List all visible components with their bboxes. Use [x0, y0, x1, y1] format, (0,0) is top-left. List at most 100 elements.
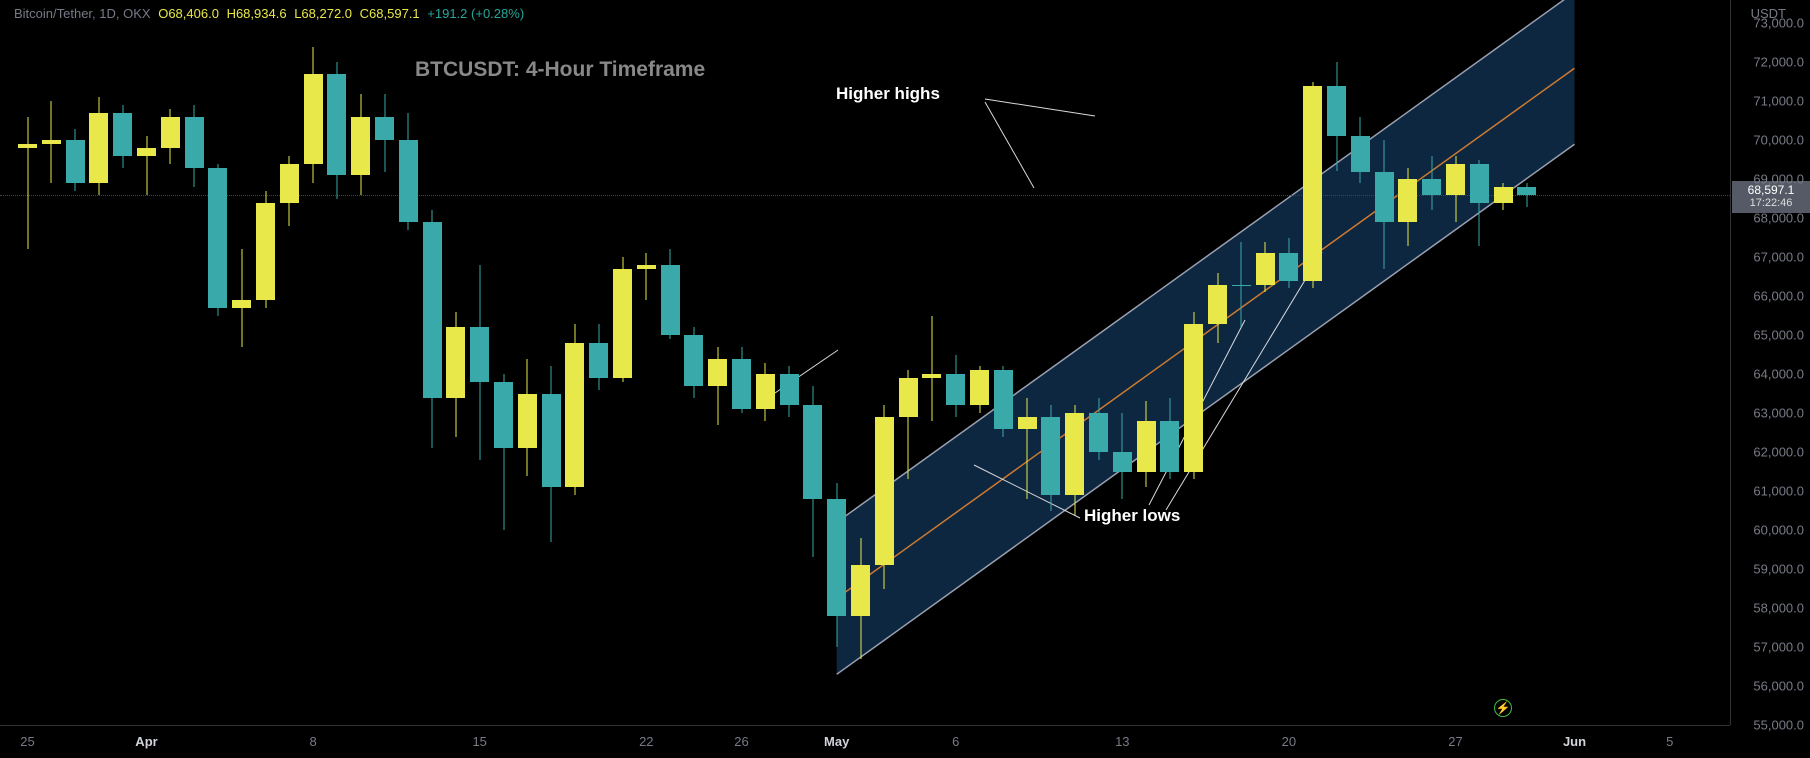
- candle-body: [518, 394, 537, 449]
- candle[interactable]: [1256, 0, 1275, 725]
- candle[interactable]: [42, 0, 61, 725]
- candle-wick: [931, 316, 932, 421]
- candle[interactable]: [66, 0, 85, 725]
- candle-body: [708, 359, 727, 386]
- candle[interactable]: [732, 0, 751, 725]
- candle[interactable]: [1422, 0, 1441, 725]
- candle-body: [327, 74, 346, 175]
- candle[interactable]: [1089, 0, 1108, 725]
- candle-body: [1137, 421, 1156, 472]
- event-badge[interactable]: ⚡: [1494, 699, 1512, 717]
- candle-body: [1446, 164, 1465, 195]
- candle-body: [1279, 253, 1298, 280]
- x-tick-label: 27: [1448, 734, 1462, 749]
- candle[interactable]: [1160, 0, 1179, 725]
- candle[interactable]: [304, 0, 323, 725]
- candle-body: [208, 168, 227, 308]
- y-tick-label: 66,000.0: [1753, 289, 1804, 304]
- candle-body: [1327, 86, 1346, 137]
- y-tick-label: 62,000.0: [1753, 445, 1804, 460]
- candle[interactable]: [327, 0, 346, 725]
- candle[interactable]: [827, 0, 846, 725]
- plot-area[interactable]: Bitcoin/Tether, 1D, OKX O68,406.0 H68,93…: [0, 0, 1730, 725]
- candle[interactable]: [1232, 0, 1251, 725]
- candle[interactable]: [589, 0, 608, 725]
- y-tick-label: 68,000.0: [1753, 211, 1804, 226]
- candle[interactable]: [232, 0, 251, 725]
- candle[interactable]: [851, 0, 870, 725]
- candle[interactable]: [375, 0, 394, 725]
- candle-body: [137, 148, 156, 156]
- candle[interactable]: [803, 0, 822, 725]
- candle[interactable]: [185, 0, 204, 725]
- candle-body: [1089, 413, 1108, 452]
- candle-body: [1232, 285, 1251, 286]
- candle[interactable]: [280, 0, 299, 725]
- x-tick-label: 5: [1666, 734, 1673, 749]
- candle[interactable]: [18, 0, 37, 725]
- candle[interactable]: [208, 0, 227, 725]
- candle[interactable]: [1494, 0, 1513, 725]
- y-axis[interactable]: USDT 68,597.1 17:22:46 55,000.056,000.05…: [1730, 0, 1810, 725]
- candle[interactable]: [399, 0, 418, 725]
- candle[interactable]: [113, 0, 132, 725]
- candle[interactable]: [161, 0, 180, 725]
- candle[interactable]: [1303, 0, 1322, 725]
- candle-wick: [27, 117, 28, 250]
- candle[interactable]: [351, 0, 370, 725]
- candle[interactable]: [780, 0, 799, 725]
- candle[interactable]: [613, 0, 632, 725]
- candle[interactable]: [708, 0, 727, 725]
- candle[interactable]: [470, 0, 489, 725]
- candle[interactable]: [1279, 0, 1298, 725]
- x-axis[interactable]: 25Apr8152226May6132027Jun5: [0, 725, 1730, 758]
- candle[interactable]: [1041, 0, 1060, 725]
- candle[interactable]: [565, 0, 584, 725]
- candle[interactable]: [446, 0, 465, 725]
- candle[interactable]: [1470, 0, 1489, 725]
- candle[interactable]: [946, 0, 965, 725]
- candle-body: [1422, 179, 1441, 195]
- candle[interactable]: [1351, 0, 1370, 725]
- candle-body: [470, 327, 489, 382]
- candle[interactable]: [1375, 0, 1394, 725]
- candle[interactable]: [1398, 0, 1417, 725]
- candle[interactable]: [1065, 0, 1084, 725]
- candle[interactable]: [1446, 0, 1465, 725]
- candle[interactable]: [1137, 0, 1156, 725]
- candle[interactable]: [1517, 0, 1536, 725]
- candle[interactable]: [1327, 0, 1346, 725]
- candle[interactable]: [542, 0, 561, 725]
- candle-body: [780, 374, 799, 405]
- x-tick-label: May: [824, 734, 849, 749]
- candle[interactable]: [994, 0, 1013, 725]
- candle[interactable]: [899, 0, 918, 725]
- y-tick-label: 61,000.0: [1753, 484, 1804, 499]
- candle-body: [542, 394, 561, 488]
- candle[interactable]: [875, 0, 894, 725]
- candle[interactable]: [661, 0, 680, 725]
- countdown: 17:22:46: [1732, 197, 1810, 210]
- candle[interactable]: [637, 0, 656, 725]
- candle[interactable]: [1018, 0, 1037, 725]
- candle[interactable]: [1184, 0, 1203, 725]
- candle[interactable]: [137, 0, 156, 725]
- candle[interactable]: [518, 0, 537, 725]
- candle[interactable]: [922, 0, 941, 725]
- candle-body: [899, 378, 918, 417]
- candle[interactable]: [684, 0, 703, 725]
- candle[interactable]: [1113, 0, 1132, 725]
- candle-body: [1113, 452, 1132, 471]
- candle-body: [803, 405, 822, 499]
- candle-body: [18, 144, 37, 148]
- y-tick-label: 63,000.0: [1753, 406, 1804, 421]
- candle[interactable]: [1208, 0, 1227, 725]
- candle[interactable]: [423, 0, 442, 725]
- candle[interactable]: [756, 0, 775, 725]
- candle-body: [42, 140, 61, 144]
- candle[interactable]: [256, 0, 275, 725]
- candle[interactable]: [970, 0, 989, 725]
- candle[interactable]: [89, 0, 108, 725]
- candle-body: [185, 117, 204, 168]
- candle[interactable]: [494, 0, 513, 725]
